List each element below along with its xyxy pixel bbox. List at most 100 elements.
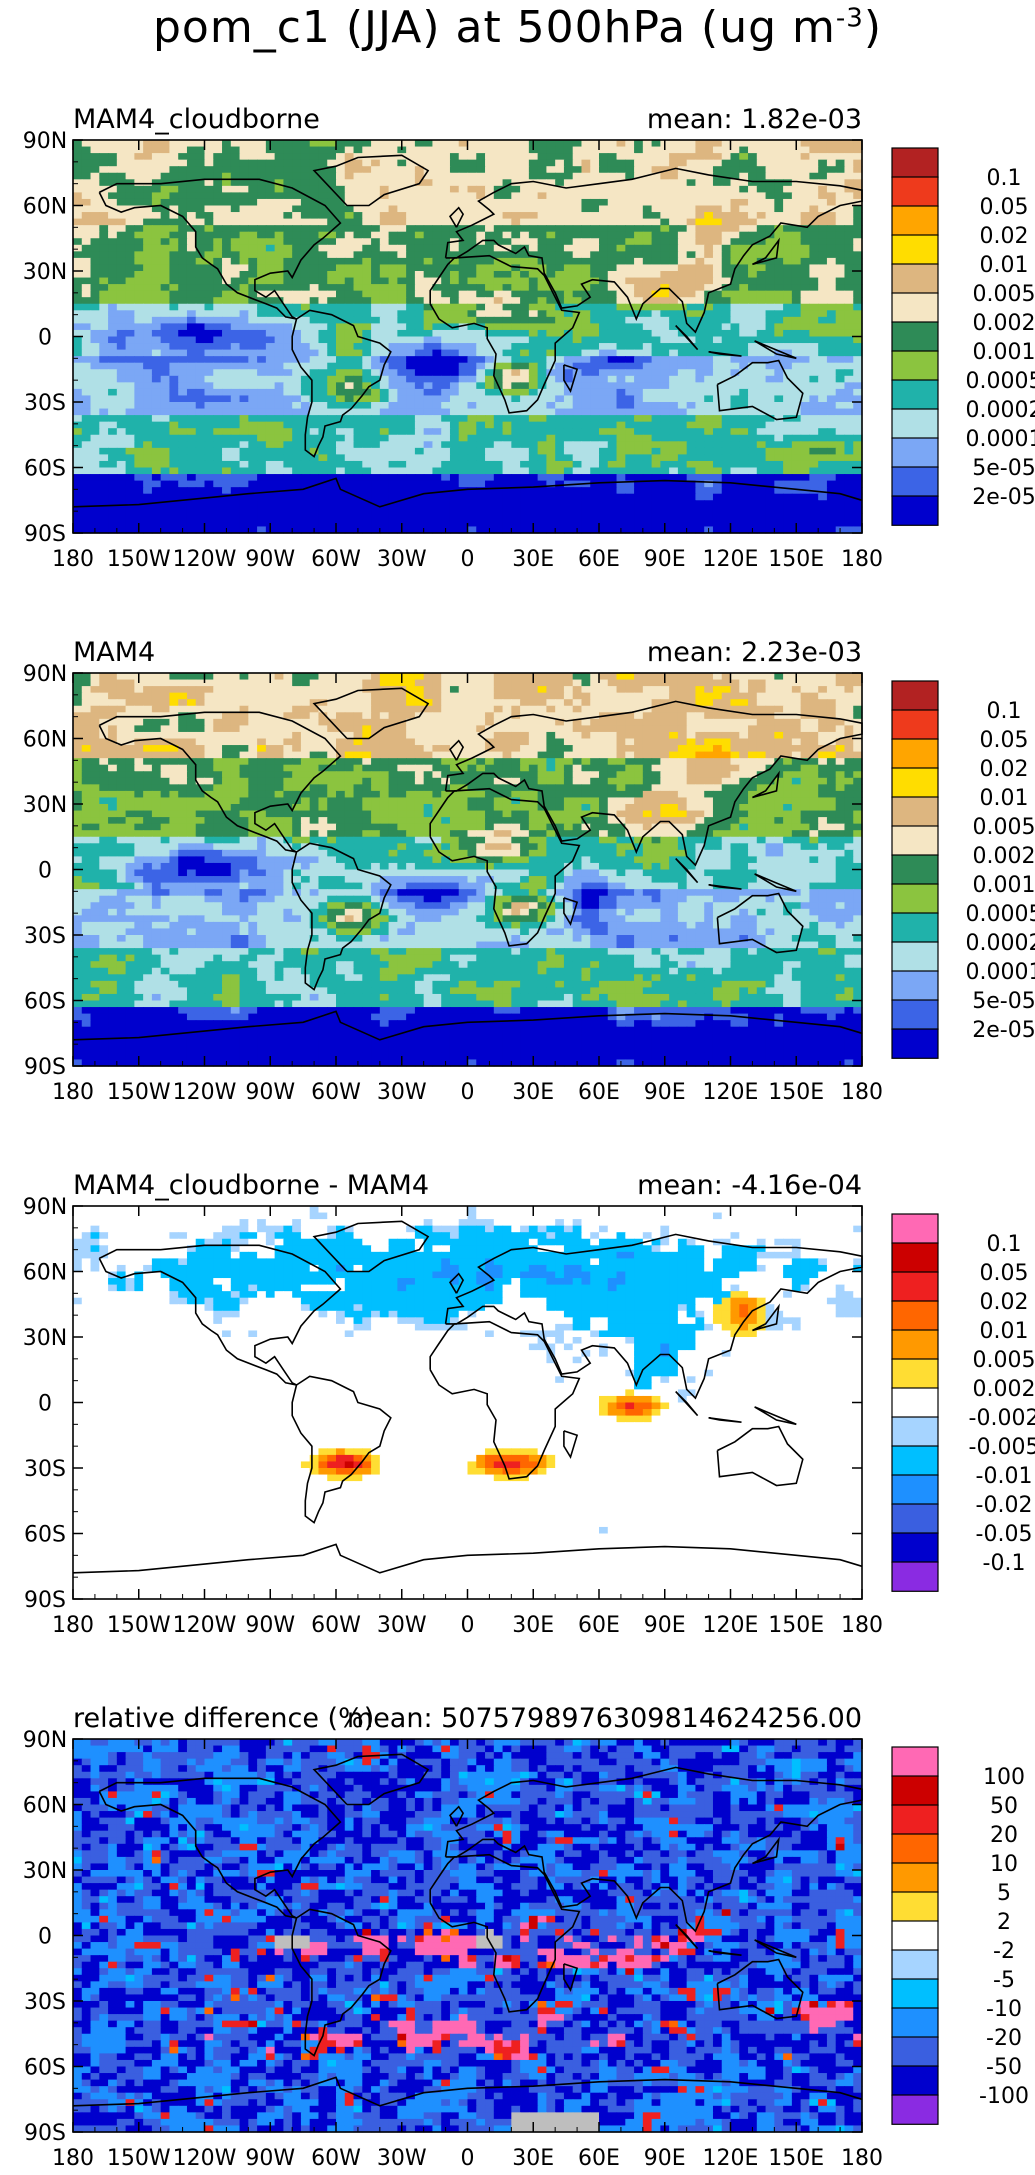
panel-3-x-tick-label: 0 — [461, 1613, 475, 1638]
colorbar-swatch — [892, 293, 938, 322]
panel-3-x-tick-label: 120W — [173, 1613, 237, 1638]
panel-1-x-tick-label: 150W — [107, 547, 171, 572]
panel-3-y-tick-label: 60N — [23, 1261, 67, 1286]
panel-4-y-tick-label: 0 — [38, 1925, 52, 1950]
panel-2-x-tick-label: 180 — [841, 1080, 883, 1105]
colorbar-swatch — [892, 1776, 938, 1805]
colorbar-swatch — [892, 884, 938, 913]
colorbar-swatch — [892, 971, 938, 1000]
panel-4-mean: mean: 5075798976309814624256.00 — [347, 1703, 862, 1734]
colorbar-label: 0.0002 — [966, 398, 1035, 423]
panel-1-x-tick-label: 180 — [841, 547, 883, 572]
colorbar-swatch — [892, 1272, 938, 1301]
panel-4-x-tick-label: 30W — [377, 2146, 427, 2171]
panel-4-title: relative difference (%) — [73, 1703, 374, 1734]
colorbar-swatch — [892, 913, 938, 942]
colorbar-label: 0.001 — [973, 873, 1035, 898]
colorbar-label: 0.005 — [973, 815, 1035, 840]
colorbar-swatch — [892, 409, 938, 438]
colorbar-swatch — [892, 1979, 938, 2008]
panel-4-y-tick-label: 90S — [24, 2121, 66, 2146]
colorbar-swatch — [892, 1475, 938, 1504]
panel-2-colorbar: 0.10.050.020.010.0050.0020.0010.00050.00… — [892, 681, 1035, 1058]
colorbar-label: 0.05 — [980, 728, 1029, 753]
panel-1-y-tick-label: 30S — [24, 391, 66, 416]
panel-2-y-tick-label: 60S — [24, 990, 66, 1015]
panel-2-title: MAM4 — [73, 637, 155, 668]
panel-2-y-tick-label: 30N — [23, 793, 67, 818]
panel-2-x-tick-label: 120E — [703, 1080, 759, 1105]
colorbar-label: -10 — [986, 1997, 1022, 2022]
colorbar-swatch — [892, 855, 938, 884]
colorbar-label: -100 — [979, 2084, 1029, 2109]
panel-1-y-tick-label: 30N — [23, 260, 67, 285]
colorbar-label: 0.1 — [987, 1232, 1022, 1257]
panel-4-x-tick-label: 0 — [461, 2146, 475, 2171]
colorbar-swatch — [892, 1921, 938, 1950]
panel-4-y-tick-label: 90N — [23, 1728, 67, 1753]
panel-2-x-tick-label: 150E — [768, 1080, 824, 1105]
colorbar-label: 5 — [997, 1881, 1011, 1906]
panel-3-y-tick-label: 90S — [24, 1588, 66, 1613]
colorbar-label: 0.0001 — [966, 960, 1035, 985]
colorbar-swatch — [892, 1805, 938, 1834]
colorbar-label: 0.1 — [987, 166, 1022, 191]
panel-4: relative difference (%)mean: 50757989763… — [23, 1703, 1029, 2171]
panel-1-x-tick-label: 30E — [512, 547, 554, 572]
colorbar-swatch — [892, 1950, 938, 1979]
colorbar-label: 0.01 — [980, 253, 1029, 278]
panel-2-field — [73, 673, 863, 1067]
panel-1-x-tick-label: 30W — [377, 547, 427, 572]
colorbar-label: 0.002 — [973, 844, 1035, 869]
colorbar-label: 0.05 — [980, 195, 1029, 220]
colorbar-swatch — [892, 681, 938, 710]
panel-2-x-tick-label: 60W — [311, 1080, 361, 1105]
panel-1-field — [73, 140, 863, 534]
colorbar-swatch — [892, 1834, 938, 1863]
colorbar-label: 20 — [990, 1823, 1018, 1848]
colorbar-label: -0.05 — [976, 1522, 1033, 1547]
colorbar-swatch — [892, 496, 938, 525]
panel-4-field — [73, 1739, 863, 2133]
colorbar-swatch — [892, 1533, 938, 1562]
colorbar-swatch — [892, 826, 938, 855]
colorbar-swatch — [892, 1301, 938, 1330]
panel-4-x-tick-label: 150W — [107, 2146, 171, 2171]
colorbar-swatch — [892, 1562, 938, 1591]
colorbar-label: 0.002 — [973, 1377, 1035, 1402]
panel-1-x-tick-label: 60W — [311, 547, 361, 572]
panel-1-y-tick-label: 90S — [24, 522, 66, 547]
panel-1-x-tick-label: 150E — [768, 547, 824, 572]
panel-3-x-tick-label: 30W — [377, 1613, 427, 1638]
panel-4-x-tick-label: 90E — [644, 2146, 686, 2171]
colorbar-swatch — [892, 2095, 938, 2124]
panel-1-x-tick-label: 180 — [52, 547, 94, 572]
panel-1-x-tick-label: 0 — [461, 547, 475, 572]
colorbar-label: -0.005 — [969, 1435, 1035, 1460]
colorbar-swatch — [892, 1029, 938, 1058]
colorbar-label: 2 — [997, 1910, 1011, 1935]
colorbar-swatch — [892, 1243, 938, 1272]
panel-1-colorbar: 0.10.050.020.010.0050.0020.0010.00050.00… — [892, 148, 1035, 525]
panel-3-x-tick-label: 180 — [841, 1613, 883, 1638]
panel-3-x-tick-label: 150E — [768, 1613, 824, 1638]
panel-4-x-tick-label: 120E — [703, 2146, 759, 2171]
panel-4-x-tick-label: 150E — [768, 2146, 824, 2171]
panel-3-y-tick-label: 60S — [24, 1523, 66, 1548]
colorbar-swatch — [892, 1747, 938, 1776]
colorbar-label: 5e-05 — [972, 456, 1035, 481]
panel-3: MAM4_cloudborne - MAM4 mean: -4.16e-04180… — [23, 1170, 1035, 1638]
colorbar-swatch — [892, 1504, 938, 1533]
panel-1-x-tick-label: 90E — [644, 547, 686, 572]
panel-4-x-tick-label: 90W — [245, 2146, 295, 2171]
colorbar-label: 0.1 — [987, 699, 1022, 724]
colorbar-label: 50 — [990, 1794, 1018, 1819]
panel-4-y-tick-label: 60S — [24, 2056, 66, 2081]
colorbar-swatch — [892, 797, 938, 826]
panel-1-x-tick-label: 120W — [173, 547, 237, 572]
colorbar-label: 0.0005 — [966, 902, 1035, 927]
